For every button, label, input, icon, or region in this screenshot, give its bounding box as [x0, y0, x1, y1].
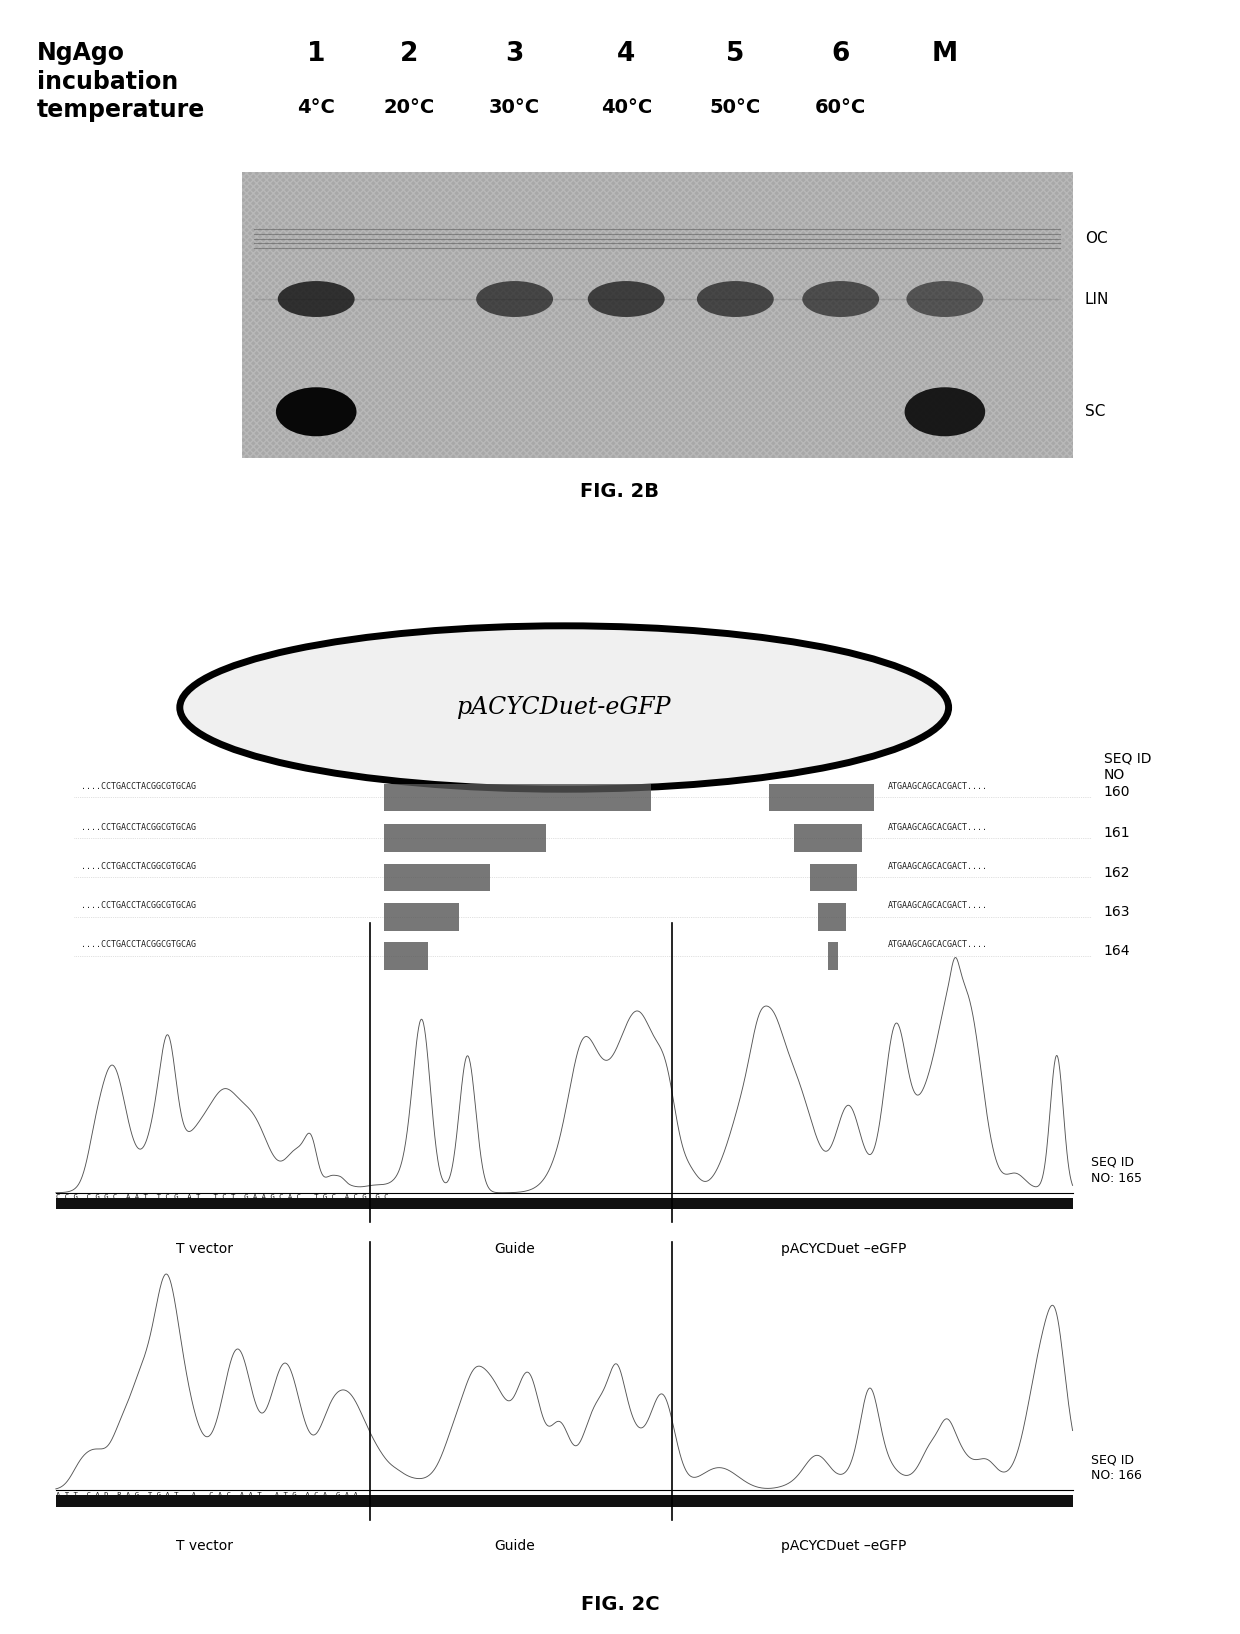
Bar	[56, 1198, 1073, 1209]
Ellipse shape	[802, 281, 879, 317]
Text: T vector: T vector	[176, 1539, 233, 1554]
Text: ....CCTGACCTACGGCGTGCAG: ....CCTGACCTACGGCGTGCAG	[81, 940, 196, 949]
Text: FIG. 2B: FIG. 2B	[580, 482, 660, 502]
Text: 163: 163	[1104, 905, 1130, 918]
Text: FIG. 2C: FIG. 2C	[580, 1595, 660, 1614]
Ellipse shape	[275, 387, 357, 436]
Text: C C G  C G G C  A A T  T C G  A T   T C T  G A A G C A C   T G C  A C G  G C: C C G C G G C A A T T C G A T T C T G A …	[56, 1194, 388, 1201]
Ellipse shape	[905, 387, 985, 436]
Ellipse shape	[278, 281, 355, 317]
Text: 20°C: 20°C	[383, 98, 435, 118]
Bar	[242, 172, 1073, 458]
Text: OC: OC	[1085, 230, 1107, 247]
Text: 4°C: 4°C	[298, 98, 335, 118]
Bar	[810, 863, 857, 892]
Text: NgAgo
incubation
temperature: NgAgo incubation temperature	[37, 41, 206, 123]
Text: 50°C: 50°C	[709, 98, 761, 118]
Text: ATGAAGCAGCACGACT....: ATGAAGCAGCACGACT....	[888, 900, 988, 910]
Bar	[794, 825, 862, 853]
Text: Guide: Guide	[495, 1242, 534, 1257]
Text: 6: 6	[832, 41, 849, 67]
Text: A T T  C A D  R A G  T G A T   A   C A C  A A T   A T G  A C A  G A A: A T T C A D R A G T G A T A C A C A A T …	[56, 1492, 357, 1498]
Bar	[769, 784, 874, 812]
Text: pACYCDuet-eGFP: pACYCDuet-eGFP	[458, 696, 671, 719]
Text: ATGAAGCAGCACGACT....: ATGAAGCAGCACGACT....	[888, 781, 988, 791]
Bar	[818, 902, 846, 931]
Text: 160: 160	[1104, 786, 1130, 799]
Ellipse shape	[588, 281, 665, 317]
Text: 2: 2	[401, 41, 418, 67]
Text: ....CCTGACCTACGGCGTGCAG: ....CCTGACCTACGGCGTGCAG	[81, 781, 196, 791]
Text: 4: 4	[618, 41, 635, 67]
Text: ....CCTGACCTACGGCGTGCAG: ....CCTGACCTACGGCGTGCAG	[81, 861, 196, 871]
Text: 60°C: 60°C	[815, 98, 867, 118]
Text: M: M	[931, 41, 959, 67]
Text: pACYCDuet –eGFP: pACYCDuet –eGFP	[780, 1242, 906, 1257]
Text: 1: 1	[308, 41, 325, 67]
Text: 162: 162	[1104, 866, 1130, 879]
Bar	[828, 941, 838, 971]
Text: 3: 3	[506, 41, 523, 67]
Text: SEQ ID
NO: 166: SEQ ID NO: 166	[1091, 1453, 1142, 1482]
Text: LIN: LIN	[1085, 291, 1110, 307]
Bar	[242, 172, 1073, 458]
Ellipse shape	[476, 281, 553, 317]
Ellipse shape	[697, 281, 774, 317]
Text: 40°C: 40°C	[600, 98, 652, 118]
Ellipse shape	[906, 281, 983, 317]
Text: ATGAAGCAGCACGACT....: ATGAAGCAGCACGACT....	[888, 861, 988, 871]
Ellipse shape	[180, 626, 949, 789]
Text: 5: 5	[727, 41, 744, 67]
Text: ....CCTGACCTACGGCGTGCAG: ....CCTGACCTACGGCGTGCAG	[81, 822, 196, 832]
Text: ATGAAGCAGCACGACT....: ATGAAGCAGCACGACT....	[888, 822, 988, 832]
Text: 30°C: 30°C	[489, 98, 541, 118]
Text: Guide: Guide	[495, 1539, 534, 1554]
Text: T vector: T vector	[176, 1242, 233, 1257]
Text: SEQ ID
NO: SEQ ID NO	[1104, 752, 1151, 781]
Bar	[56, 1495, 1073, 1507]
Bar	[384, 941, 428, 971]
Text: ATGAAGCAGCACGACT....: ATGAAGCAGCACGACT....	[888, 940, 988, 949]
Bar	[384, 784, 651, 812]
Text: SEQ ID
NO: 165: SEQ ID NO: 165	[1091, 1155, 1142, 1185]
Text: 164: 164	[1104, 944, 1130, 958]
Text: SC: SC	[1085, 404, 1105, 420]
Text: pACYCDuet –eGFP: pACYCDuet –eGFP	[780, 1539, 906, 1554]
Bar	[384, 825, 546, 853]
Text: 161: 161	[1104, 827, 1130, 840]
Bar	[384, 863, 490, 892]
Bar	[384, 902, 459, 931]
Text: ....CCTGACCTACGGCGTGCAG: ....CCTGACCTACGGCGTGCAG	[81, 900, 196, 910]
